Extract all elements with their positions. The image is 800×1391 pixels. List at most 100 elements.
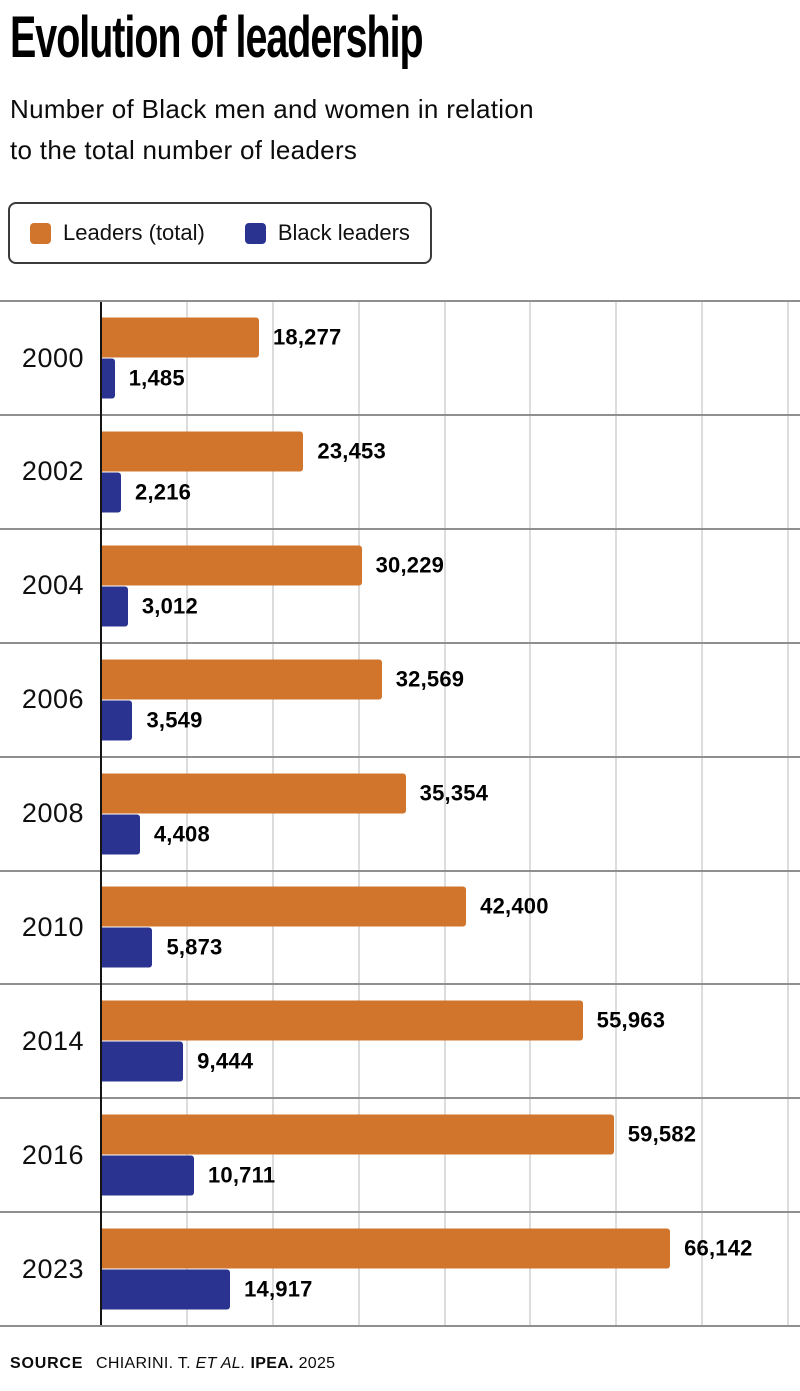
bar-chart: 2000 18,277 1,485 2002 23,453 2,216 2004 30,229…	[0, 300, 800, 1328]
bar-value-label: 35,354	[419, 780, 489, 806]
bar-line: 5,873	[102, 927, 549, 968]
bar-line: 10,711	[102, 1155, 696, 1196]
source-org: IPEA.	[250, 1355, 294, 1373]
chart-subtitle: Number of Black men and women in relatio…	[10, 89, 790, 172]
bar-black-leaders	[102, 700, 133, 741]
bar-line: 66,142	[102, 1228, 753, 1269]
bar-leaders-total	[102, 545, 362, 586]
bar-value-label: 23,453	[317, 438, 386, 464]
bar-black-leaders	[102, 1269, 231, 1310]
year-label: 2006	[21, 684, 84, 715]
chart-rows: 2000 18,277 1,485 2002 23,453 2,216 2004 30,229…	[0, 302, 800, 1325]
chart-row: 2016 59,582 10,711	[0, 1097, 800, 1211]
gridline	[787, 302, 790, 1326]
bar-value-label: 9,444	[197, 1048, 254, 1074]
bar-leaders-total	[102, 1228, 671, 1269]
source-authors: CHIARINI. T.	[96, 1355, 191, 1373]
legend-item-leaders-total: Leaders (total)	[30, 220, 205, 246]
chart-legend: Leaders (total) Black leaders	[8, 202, 432, 265]
bar-value-label: 4,408	[153, 821, 210, 847]
source-label: SOURCE	[10, 1355, 84, 1373]
bar-value-label: 10,711	[207, 1162, 276, 1188]
bar-line: 1,485	[102, 358, 341, 399]
subtitle-line-2: to the total number of leaders	[10, 135, 358, 166]
bar-group: 35,354 4,408	[102, 773, 489, 855]
black-leaders-swatch-icon	[244, 222, 266, 244]
bar-value-label: 14,917	[244, 1276, 313, 1302]
gridline	[357, 302, 360, 1326]
bar-value-label: 30,229	[375, 552, 445, 578]
bar-line: 3,012	[102, 586, 444, 627]
chart-row: 2000 18,277 1,485	[0, 302, 800, 414]
leaders-total-swatch-icon	[30, 222, 51, 244]
gridline	[443, 302, 446, 1326]
chart-row: 2006 32,569 3,549	[0, 641, 800, 756]
bar-leaders-total	[102, 1000, 583, 1041]
bar-black-leaders	[102, 1155, 194, 1196]
year-label: 2014	[21, 1025, 84, 1056]
source-etal: ET AL.	[195, 1355, 246, 1373]
bar-line: 14,917	[102, 1269, 753, 1310]
chart-row: 2010 42,400 5,873	[0, 869, 800, 984]
chart-row: 2002 23,453 2,216	[0, 413, 800, 528]
bar-line: 35,354	[102, 773, 489, 814]
gridline	[529, 302, 532, 1326]
chart-row: 2008 35,354 4,408	[0, 755, 800, 870]
source-year: 2025	[298, 1355, 336, 1373]
bar-value-label: 32,569	[395, 666, 465, 692]
bar-line: 42,400	[102, 886, 549, 927]
bar-leaders-total	[102, 773, 406, 814]
bar-black-leaders	[102, 927, 153, 968]
bar-black-leaders	[102, 472, 122, 513]
bar-leaders-total	[102, 659, 382, 700]
chart-row: 2004 30,229 3,012	[0, 527, 800, 642]
page-title: Evolution of leadership	[10, 5, 424, 70]
bar-leaders-total	[102, 1114, 614, 1155]
y-axis-line	[100, 302, 102, 1326]
gridline	[271, 302, 274, 1326]
bar-line: 3,549	[102, 700, 464, 741]
bar-leaders-total	[102, 886, 467, 927]
bar-line: 9,444	[102, 1041, 665, 1082]
year-label: 2000	[21, 342, 84, 373]
bar-leaders-total	[102, 431, 304, 472]
bar-group: 42,400 5,873	[102, 886, 549, 968]
bar-group: 30,229 3,012	[102, 545, 445, 627]
gridline	[185, 302, 188, 1326]
bar-value-label: 3,549	[146, 707, 203, 733]
bar-group: 18,277 1,485	[102, 317, 341, 399]
bar-line: 55,963	[102, 1000, 665, 1041]
year-label: 2004	[21, 570, 84, 601]
bar-black-leaders	[102, 586, 128, 627]
year-label: 2010	[21, 911, 84, 942]
bar-line: 4,408	[102, 814, 488, 855]
bar-value-label: 59,582	[627, 1121, 697, 1147]
subtitle-line-1: Number of Black men and women in relatio…	[10, 93, 534, 124]
bar-group: 32,569 3,549	[102, 659, 465, 741]
bar-value-label: 66,142	[684, 1235, 753, 1261]
bar-black-leaders	[102, 814, 140, 855]
bar-line: 2,216	[102, 472, 386, 513]
bar-black-leaders	[102, 1041, 184, 1082]
bar-black-leaders	[102, 358, 115, 399]
bar-line: 23,453	[102, 431, 386, 472]
year-label: 2002	[21, 456, 84, 487]
chart-row: 2023 66,142 14,917	[0, 1211, 800, 1325]
bar-value-label: 5,873	[166, 934, 223, 960]
bar-line: 59,582	[102, 1114, 697, 1155]
bar-value-label: 42,400	[480, 893, 549, 919]
year-label: 2008	[21, 798, 84, 829]
bar-group: 23,453 2,216	[102, 431, 386, 513]
source-line: SOURCE CHIARINI. T. ET AL. IPEA. 2025	[10, 1355, 800, 1373]
bar-group: 59,582 10,711	[102, 1114, 697, 1196]
bar-line: 30,229	[102, 545, 445, 586]
bar-value-label: 1,485	[128, 365, 185, 391]
year-label: 2023	[21, 1253, 84, 1284]
bar-group: 66,142 14,917	[102, 1228, 753, 1310]
legend-item-black-leaders: Black leaders	[244, 220, 410, 246]
bar-line: 18,277	[102, 317, 341, 358]
chart-row: 2014 55,963 9,444	[0, 983, 800, 1097]
bar-value-label: 3,012	[141, 593, 198, 619]
bar-leaders-total	[102, 317, 259, 358]
legend-label: Leaders (total)	[63, 220, 205, 246]
